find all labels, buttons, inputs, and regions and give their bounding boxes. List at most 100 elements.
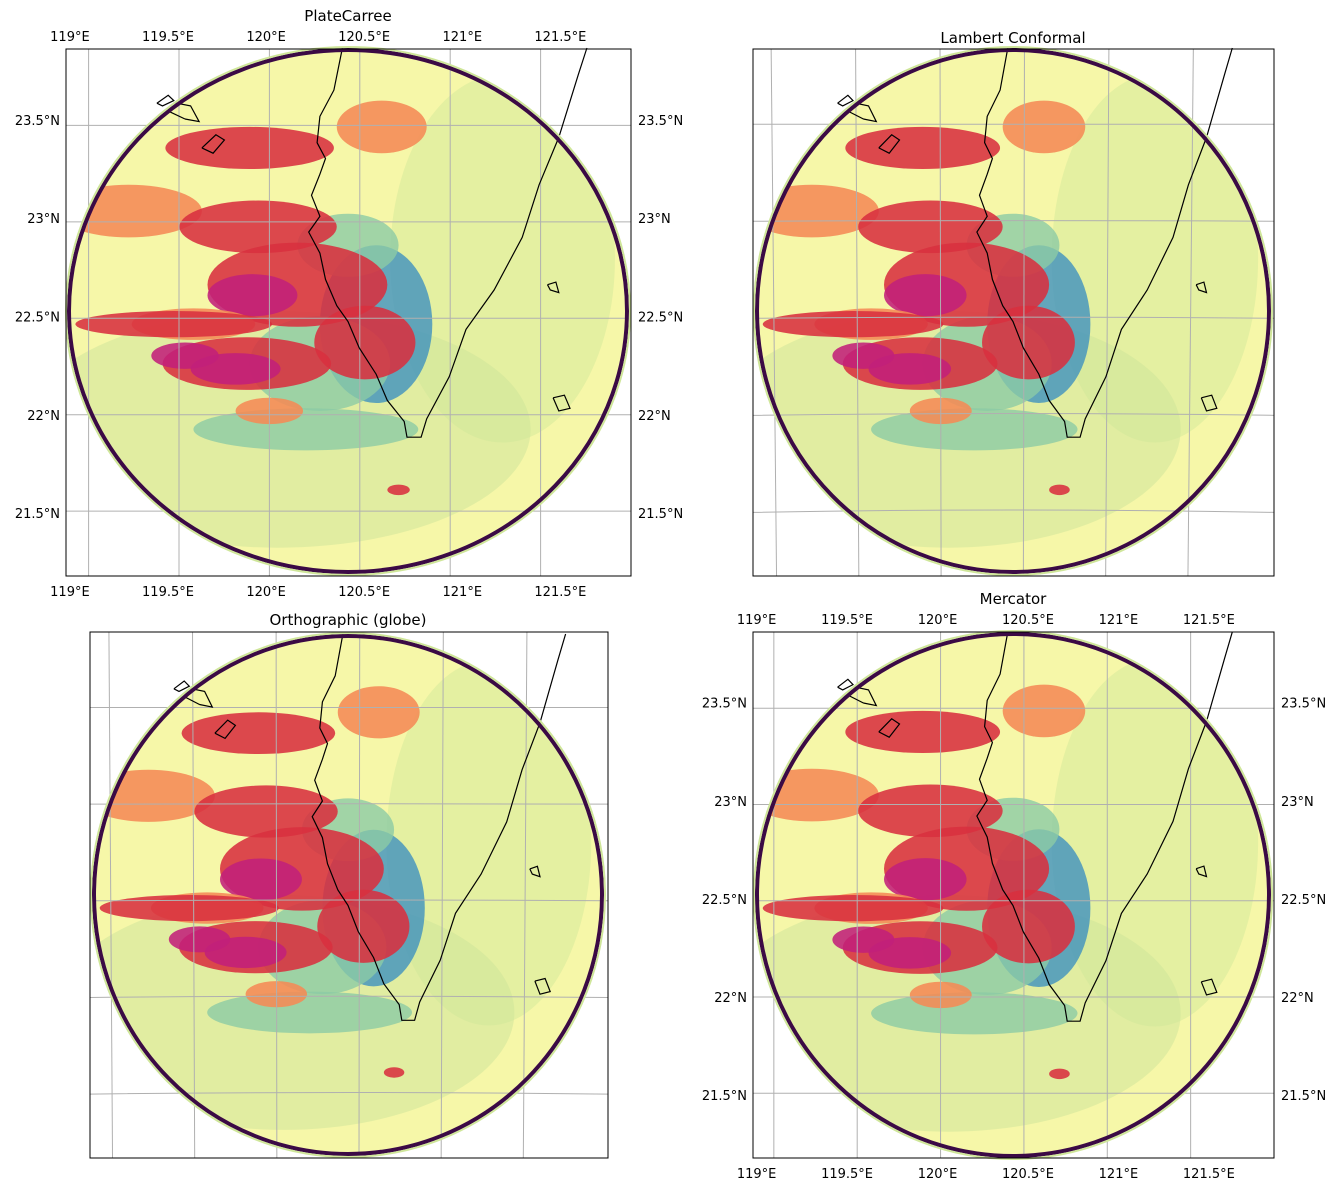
lon-tick-label-top: 120°E xyxy=(246,30,286,45)
radar-range-ring-2 xyxy=(755,48,1271,574)
lon-tick-label-bottom: 120°E xyxy=(246,585,286,600)
gridline-lat xyxy=(752,220,1275,222)
map-panel-4: 119°E 119°E 119.5°E 119.5°E 120°E 120°E 120.5°… xyxy=(702,613,1326,1182)
map-panel-1: 119°E 119°E 119.5°E 119.5°E 120°E 120°E 120.5°… xyxy=(15,30,683,600)
panel-4-title: Mercator xyxy=(980,590,1048,608)
radar-echo-cell xyxy=(336,100,427,154)
gridline-lon xyxy=(522,631,528,1159)
radar-echo-cell xyxy=(181,712,336,755)
radar-range-ring-4 xyxy=(755,632,1271,1158)
axes-frame-4 xyxy=(752,631,1275,1159)
lon-tick-label-bottom: 119.5°E xyxy=(821,1167,873,1182)
radar-echo-cell xyxy=(383,1067,405,1078)
lon-tick-label-top: 121.5°E xyxy=(534,30,586,45)
gridline-lon xyxy=(939,48,942,577)
lat-tick-label-right: 23.5°N xyxy=(638,114,683,129)
panel-1-title: PlateCarree xyxy=(304,7,391,25)
lat-tick-label-right: 22.5°N xyxy=(1281,893,1326,908)
gridline-lon xyxy=(1022,48,1025,577)
lat-tick-label-right: 22°N xyxy=(638,409,671,424)
gridline-lon xyxy=(770,48,778,577)
lon-tick-label-bottom: 121°E xyxy=(443,585,483,600)
radar-echo-cell xyxy=(99,895,279,922)
radar-haze xyxy=(386,660,592,1026)
radar-echo-cell xyxy=(982,889,1075,964)
radar-echo-cell xyxy=(845,710,1001,753)
panel-3-title: Orthographic (globe) xyxy=(270,611,427,629)
lon-tick-label-bottom: 121.5°E xyxy=(534,585,586,600)
lat-tick-label-right: 22°N xyxy=(1281,991,1314,1006)
gridline-lon xyxy=(440,631,444,1159)
coastline-path xyxy=(173,680,191,693)
radar-echo-cell xyxy=(179,200,337,254)
radar-echo-cell xyxy=(884,274,967,317)
radar-echo-cell xyxy=(858,200,1003,254)
radar-echo-cell xyxy=(871,408,1078,451)
lat-tick-label-right: 23.5°N xyxy=(1281,697,1326,712)
map-panel-2 xyxy=(752,46,1275,577)
radar-field-4 xyxy=(756,658,1259,1132)
lat-tick-label-left: 22.5°N xyxy=(15,310,60,325)
lat-tick-label-right: 22.5°N xyxy=(638,310,683,325)
coastline-path xyxy=(846,102,878,123)
radar-echo-cell xyxy=(1049,1068,1070,1080)
gridlines-4 xyxy=(753,632,1275,1158)
lon-tick-label-top: 120.5°E xyxy=(338,30,390,45)
lat-tick-label-left: 22°N xyxy=(714,991,747,1006)
coastline-path xyxy=(201,134,226,154)
coastline-path xyxy=(1200,394,1218,412)
radar-range-edge-4 xyxy=(753,630,1273,1160)
coastline-2 xyxy=(837,47,1233,438)
radar-echo-cell xyxy=(762,311,944,338)
radar-haze xyxy=(1051,74,1259,443)
gridline-lat xyxy=(752,316,1275,319)
radar-field-2 xyxy=(756,74,1259,548)
coastline-path xyxy=(529,865,541,878)
radar-echo-cell xyxy=(845,126,1001,169)
lat-tick-label-left: 22.5°N xyxy=(702,893,747,908)
coastline-path xyxy=(167,102,201,123)
lat-tick-label-left: 23.5°N xyxy=(702,697,747,712)
axes-frame-1 xyxy=(65,48,632,577)
lon-tick-label-top: 121°E xyxy=(443,30,483,45)
gridlines-3 xyxy=(89,631,609,1159)
coastline-path xyxy=(534,977,552,995)
radar-echo-cell xyxy=(1002,684,1086,738)
coastline-path xyxy=(546,281,560,294)
radar-echo-cell xyxy=(314,305,416,380)
radar-range-ring-3 xyxy=(92,634,604,1156)
radar-echo-cell xyxy=(832,342,895,369)
coastline-path xyxy=(156,94,175,107)
coastline-path xyxy=(552,394,571,412)
map-panel-3 xyxy=(89,631,609,1159)
radar-echo-cell xyxy=(832,926,895,953)
radar-haze xyxy=(1051,658,1259,1027)
axes-frame-3 xyxy=(89,631,609,1159)
coastline-path xyxy=(1200,978,1218,996)
coastline-path xyxy=(183,688,214,708)
radar-echo-cell xyxy=(168,926,231,953)
coastline-path xyxy=(878,134,901,154)
gridline-lat xyxy=(752,509,1275,513)
radar-echo-cell xyxy=(75,311,273,338)
lat-tick-label-left: 23°N xyxy=(714,795,747,810)
gridline-lon xyxy=(358,631,361,1159)
radar-echo-cell xyxy=(151,342,219,369)
radar-haze xyxy=(390,74,615,443)
coastline-path xyxy=(837,94,854,107)
radar-echo-cell xyxy=(884,858,967,901)
axes-frame-2 xyxy=(752,48,1275,577)
lat-tick-label-left: 21.5°N xyxy=(702,1089,747,1104)
radar-echo-cell xyxy=(337,686,420,739)
lon-tick-label-top: 119.5°E xyxy=(821,613,873,628)
coastline-path xyxy=(1195,865,1208,878)
gridline-lon xyxy=(108,631,114,1159)
gridline-lon xyxy=(275,631,278,1159)
lat-tick-label-left: 22°N xyxy=(27,409,60,424)
radar-echo-cell xyxy=(317,889,410,963)
radar-echo-cell xyxy=(207,991,412,1034)
radar-range-ring-1 xyxy=(67,48,629,574)
radar-echo-cell xyxy=(762,895,944,922)
lat-tick-label-right: 21.5°N xyxy=(1281,1089,1326,1104)
radar-range-edge-3 xyxy=(90,632,606,1158)
